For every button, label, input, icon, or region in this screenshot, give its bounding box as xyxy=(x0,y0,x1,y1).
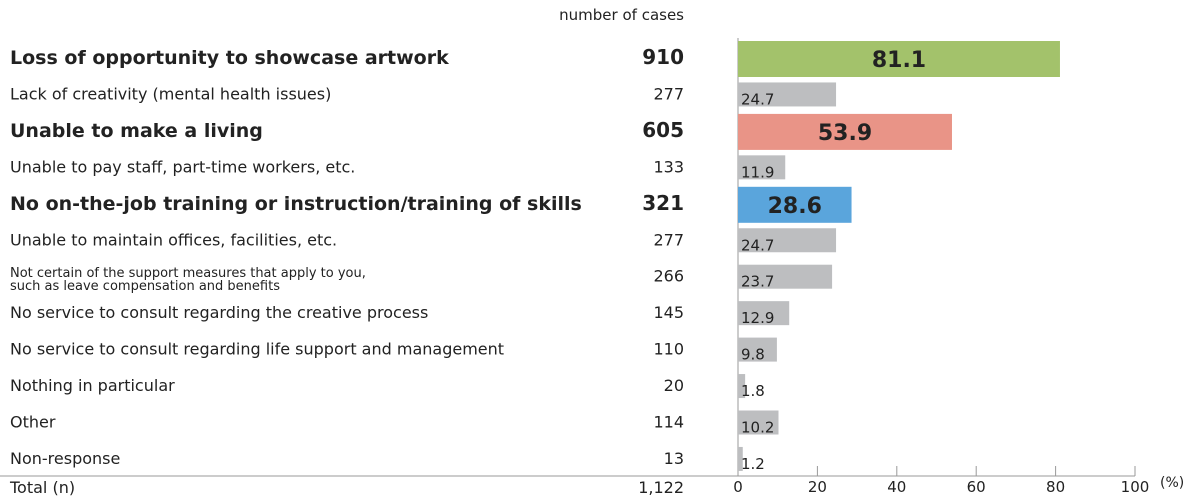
count-label: 114 xyxy=(653,413,684,432)
bar xyxy=(738,301,790,326)
category-label: Loss of opportunity to showcase artwork xyxy=(10,47,449,69)
value-label: 24.7 xyxy=(741,90,774,108)
x-tick-label: 80 xyxy=(1046,478,1065,496)
value-label: 23.7 xyxy=(741,273,774,291)
value-label: 12.9 xyxy=(741,309,774,327)
category-label: No service to consult regarding life sup… xyxy=(10,340,504,359)
count-label: 145 xyxy=(653,303,684,322)
total-label: Total (n) xyxy=(9,478,75,497)
bar xyxy=(738,186,852,223)
category-label: Nothing in particular xyxy=(10,376,175,395)
category-label: No service to consult regarding the crea… xyxy=(10,303,428,322)
category-label: Non-response xyxy=(10,449,120,468)
category-label: Unable to maintain offices, facilities, … xyxy=(10,230,337,249)
count-label: 13 xyxy=(664,449,684,468)
counts-header: number of cases xyxy=(559,6,684,24)
value-label: 1.2 xyxy=(741,455,765,473)
count-label: 110 xyxy=(653,340,684,359)
count-label: 277 xyxy=(653,84,684,103)
bar xyxy=(738,337,777,362)
total-value: 1,122 xyxy=(638,478,684,497)
count-label: 910 xyxy=(642,45,684,69)
bar xyxy=(738,155,786,180)
x-tick-label: 60 xyxy=(967,478,986,496)
x-unit: (%) xyxy=(1160,475,1184,491)
value-label: 11.9 xyxy=(741,163,774,181)
category-label: Unable to pay staff, part-time workers, … xyxy=(10,157,355,176)
count-label: 321 xyxy=(642,191,684,215)
x-tick-label: 100 xyxy=(1121,478,1150,496)
x-tick-label: 20 xyxy=(808,478,827,496)
category-label: Not certain of the support measures that… xyxy=(10,266,366,294)
count-label: 277 xyxy=(653,230,684,249)
category-label: No on-the-job training or instruction/tr… xyxy=(10,193,582,215)
bar xyxy=(738,113,952,150)
value-label: 24.7 xyxy=(741,236,774,254)
count-label: 605 xyxy=(642,118,684,142)
bar xyxy=(738,41,1060,77)
bar xyxy=(738,410,779,435)
bar xyxy=(738,82,837,107)
bar xyxy=(738,446,743,471)
bar xyxy=(738,228,837,253)
category-label: Lack of creativity (mental health issues… xyxy=(10,84,331,103)
count-label: 20 xyxy=(664,376,684,395)
category-label: Other xyxy=(10,413,56,432)
value-label: 1.8 xyxy=(741,382,765,400)
x-tick-label: 0 xyxy=(733,478,743,496)
x-tick-label: 40 xyxy=(887,478,906,496)
bar xyxy=(738,264,833,289)
count-label: 266 xyxy=(653,267,684,286)
category-label: Unable to make a living xyxy=(10,120,263,142)
value-label: 81.1 xyxy=(872,48,926,73)
value-label: 53.9 xyxy=(818,121,872,146)
count-label: 133 xyxy=(653,157,684,176)
value-label: 9.8 xyxy=(741,346,765,364)
value-label: 10.2 xyxy=(741,419,774,437)
bar xyxy=(738,374,746,399)
value-label: 28.6 xyxy=(768,194,822,219)
